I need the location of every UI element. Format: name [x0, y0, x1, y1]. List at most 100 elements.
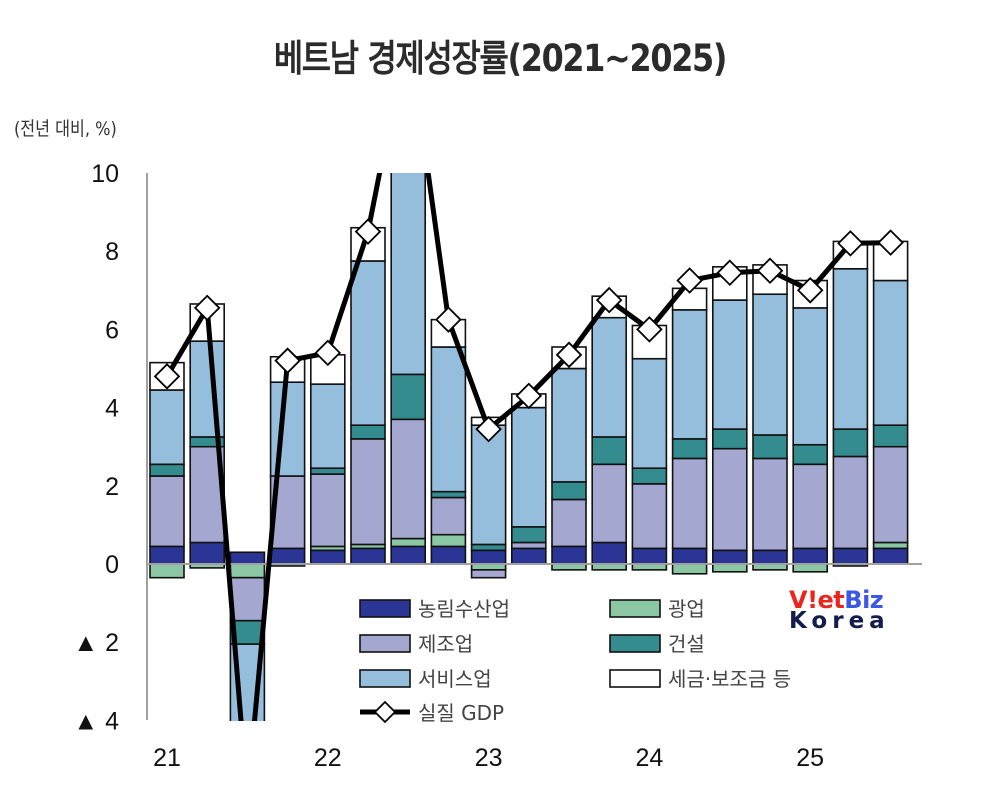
bar-segment-agriculture: [711, 549, 748, 565]
bar-segment-services: [390, 173, 427, 376]
bar-segment-manufacturing: [792, 463, 829, 550]
bar-21Q4: [269, 355, 306, 567]
legend-item-gdp: 실질 GDP: [360, 700, 504, 725]
y-tick-label: 8: [105, 238, 119, 266]
bar-segment-manufacturing: [711, 447, 748, 552]
legend-item-manufacturing: 제조업: [359, 632, 473, 656]
bar-segment-agriculture: [872, 547, 909, 565]
bar-segment-agriculture: [470, 549, 507, 565]
legend-item-mining: 광업: [609, 597, 705, 621]
logo-korea: Korea: [789, 608, 890, 634]
chart-title: 베트남 경제성장률(2021~2025): [273, 37, 728, 80]
bar-segment-agriculture: [671, 547, 708, 565]
bar-segment-services: [430, 346, 467, 493]
bar-segment-mining: [671, 563, 708, 575]
legend-swatch-icon: [609, 669, 661, 688]
legend-label: 광업: [668, 597, 705, 621]
bar-segment-agriculture: [149, 545, 185, 565]
bar-segment-services: [350, 260, 386, 426]
gdp-diamond-marker-icon: [475, 415, 502, 443]
bar-segment-agriculture: [631, 547, 668, 565]
bar-segment-services: [309, 383, 346, 470]
bar-25Q2: [832, 240, 869, 567]
gdp-diamond-marker-icon: [716, 259, 744, 286]
legend-label: 제조업: [418, 632, 473, 656]
bar-segment-mining: [430, 533, 467, 548]
bar-segment-agriculture: [792, 547, 829, 565]
bar-segment-agriculture: [430, 545, 467, 565]
bar-24Q2: [671, 287, 708, 575]
bar-segment-mining: [792, 563, 829, 573]
bar-24Q4: [752, 264, 788, 571]
bar-segment-construction: [430, 490, 467, 499]
bar-25Q1: [792, 279, 829, 573]
legend-swatch-icon: [359, 634, 411, 653]
x-tick-label: 23: [475, 744, 503, 772]
bar-24Q1: [631, 324, 668, 571]
bar-segment-manufacturing: [149, 475, 185, 548]
bar-segment-services: [752, 293, 788, 436]
y-tick-label: ▲ 2: [73, 629, 119, 657]
bar-segment-services: [591, 316, 628, 438]
bar-segment-services: [470, 424, 507, 546]
bar-segment-manufacturing: [591, 463, 628, 544]
bar-segment-services: [711, 299, 748, 430]
bar-segment-agriculture: [269, 547, 306, 565]
bar-21Q2: [189, 303, 225, 569]
legend-swatch-icon: [609, 599, 661, 618]
bar-segment-mining: [872, 541, 909, 550]
bar-25Q3: [872, 240, 909, 565]
bar-segment-construction: [671, 438, 708, 460]
bar-segment-manufacturing: [309, 473, 346, 548]
bar-segment-construction: [711, 428, 748, 450]
legend-item-services: 서비스업: [359, 667, 492, 691]
bar-23Q3: [551, 346, 587, 571]
gdp-diamond-marker-icon: [435, 306, 462, 333]
bar-segment-manufacturing: [832, 455, 869, 550]
gdp-diamond-marker-icon: [636, 316, 663, 343]
bar-segment-manufacturing: [430, 496, 467, 536]
y-tick-label: 0: [105, 551, 119, 579]
legend-label: 서비스업: [418, 667, 492, 691]
bar-segment-services: [269, 381, 306, 477]
gdp-diamond-marker-icon: [314, 339, 342, 367]
x-tick-label: 21: [153, 744, 181, 772]
bar-segment-manufacturing: [631, 483, 668, 550]
legend-item-agriculture: 농림수산업: [359, 597, 510, 621]
bar-segment-mining: [711, 563, 748, 573]
bar-segment-manufacturing: [671, 457, 708, 550]
legend-label: 실질 GDP: [418, 701, 504, 725]
bar-segment-agriculture: [229, 551, 266, 565]
bar-segment-manufacturing: [390, 418, 427, 540]
bar-segment-agriculture: [752, 549, 788, 565]
gdp-diamond-marker-icon: [756, 257, 784, 285]
legend-item-construction: 건설: [609, 632, 705, 656]
bar-segment-agriculture: [832, 547, 869, 565]
bar-segment-construction: [149, 463, 185, 477]
y-axis-ticks: 10 8 6 4 2 0 ▲ 2 ▲ 4: [73, 160, 119, 735]
gdp-diamond-marker-icon: [676, 267, 703, 294]
bar-segment-construction: [752, 434, 788, 460]
bar-22Q3: [390, 173, 427, 565]
gdp-line-series: [153, 173, 904, 721]
gdp-diamond-marker-icon: [595, 286, 623, 314]
legend-swatch-icon: [609, 634, 661, 653]
bar-segment-manufacturing: [551, 498, 587, 548]
bar-segment-construction: [631, 467, 668, 485]
bar-segment-manufacturing: [229, 576, 266, 622]
y-axis-unit-label: (전년 대비, %): [14, 118, 117, 140]
y-tick-label: ▲ 4: [73, 707, 119, 735]
bar-segment-services: [551, 367, 587, 483]
legend-label: 세금·보조금 등: [668, 667, 791, 691]
bar-segment-mining: [390, 537, 427, 548]
bar-22Q1: [309, 354, 346, 565]
legend-swatch-icon: [359, 599, 411, 618]
bar-segment-agriculture: [309, 549, 346, 565]
gdp-diamond-marker-icon: [837, 230, 864, 257]
bar-segment-services: [832, 267, 869, 430]
x-tick-label: 22: [314, 744, 342, 772]
x-tick-label: 25: [796, 744, 824, 772]
bar-segment-services: [671, 309, 708, 440]
bar-segment-agriculture: [350, 547, 386, 565]
